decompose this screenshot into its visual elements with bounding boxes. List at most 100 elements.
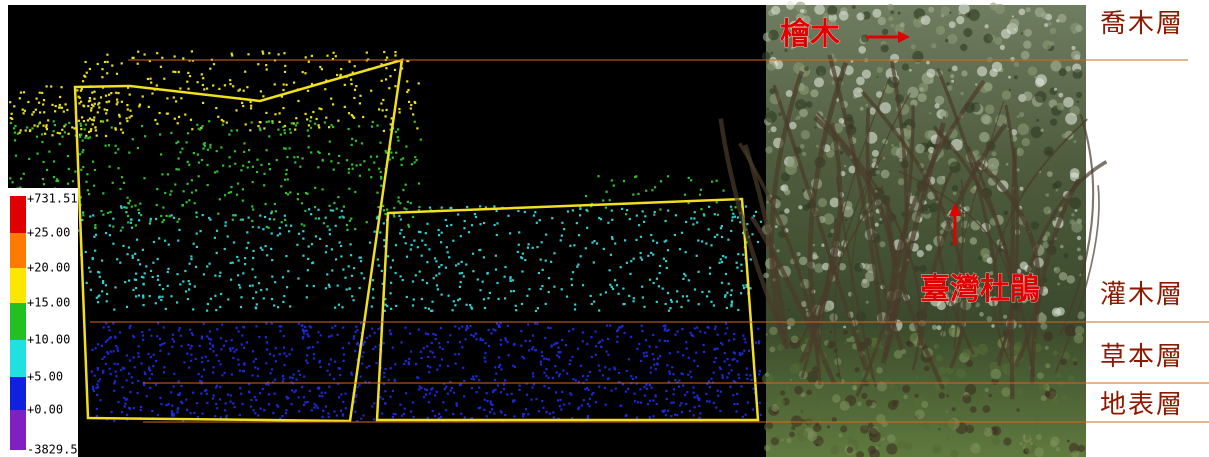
point [494, 329, 497, 332]
point [577, 263, 580, 266]
foliage [932, 443, 943, 455]
point [613, 366, 616, 369]
point [220, 146, 223, 149]
point [405, 145, 408, 148]
point [577, 407, 580, 410]
point [543, 371, 546, 374]
point [289, 131, 292, 134]
foliage [979, 312, 984, 317]
point [641, 285, 644, 288]
foliage [1069, 197, 1081, 209]
point [426, 365, 429, 368]
point [339, 75, 342, 78]
point [90, 109, 93, 112]
point [117, 349, 120, 352]
point [96, 368, 99, 371]
foliage [994, 36, 1003, 45]
point [167, 267, 170, 270]
point [503, 275, 506, 278]
point [170, 131, 173, 134]
point [757, 327, 760, 330]
point [54, 110, 57, 113]
point [681, 295, 684, 298]
point [331, 58, 334, 61]
foliage [880, 345, 884, 349]
point [608, 269, 611, 272]
point [123, 405, 126, 408]
point [127, 202, 130, 205]
point [137, 352, 140, 355]
point [94, 126, 97, 129]
point [91, 123, 94, 126]
point [438, 412, 441, 415]
point [354, 350, 357, 353]
foliage [890, 23, 895, 28]
point [217, 115, 220, 118]
point [185, 201, 188, 204]
point [177, 70, 180, 74]
point [195, 232, 198, 235]
point [285, 173, 288, 176]
point [175, 142, 178, 145]
foliage [1035, 74, 1048, 86]
scale-label: +0.00 [27, 403, 63, 417]
point [377, 264, 380, 267]
point [126, 253, 129, 256]
point [430, 341, 433, 344]
point [535, 398, 538, 401]
point [196, 415, 199, 419]
point [85, 281, 88, 284]
point [188, 262, 191, 265]
point [133, 278, 136, 281]
point [39, 111, 42, 114]
point [699, 412, 702, 415]
point [409, 350, 413, 353]
point [363, 160, 366, 163]
point [642, 352, 645, 355]
point [141, 125, 144, 128]
point [552, 416, 555, 419]
point [112, 322, 115, 325]
point [668, 370, 671, 373]
point [713, 235, 716, 239]
point [177, 239, 180, 242]
point [257, 282, 261, 285]
foliage [820, 400, 825, 406]
point [196, 81, 199, 84]
point [461, 271, 464, 275]
point [209, 297, 212, 300]
point [483, 408, 486, 411]
point [273, 304, 276, 307]
point [745, 285, 748, 288]
point [320, 391, 323, 394]
point [614, 387, 617, 390]
point [446, 392, 450, 395]
point [105, 322, 108, 325]
point [643, 355, 646, 358]
point [156, 413, 159, 417]
point [259, 90, 262, 93]
foliage [951, 185, 959, 192]
point [63, 125, 66, 128]
point [521, 270, 524, 273]
point [560, 408, 563, 411]
foliage [1038, 382, 1048, 392]
point [674, 379, 677, 382]
point [127, 246, 130, 249]
point [222, 164, 225, 167]
point [236, 255, 239, 259]
foliage [840, 425, 848, 433]
point [330, 334, 333, 337]
point [434, 333, 437, 336]
point [612, 184, 615, 187]
point [409, 107, 412, 110]
point [234, 162, 237, 165]
point [379, 231, 382, 234]
point [553, 285, 556, 288]
foliage [831, 80, 836, 85]
foliage [1011, 15, 1015, 18]
point [376, 258, 379, 261]
point [491, 408, 494, 411]
point [161, 221, 164, 224]
point [199, 128, 202, 131]
